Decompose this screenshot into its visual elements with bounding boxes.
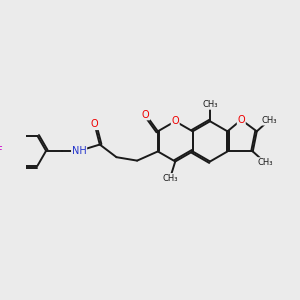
Text: O: O	[91, 119, 98, 129]
Text: CH₃: CH₃	[162, 174, 178, 183]
Text: CH₃: CH₃	[202, 100, 218, 109]
Text: CH₃: CH₃	[261, 116, 277, 125]
Text: NH: NH	[72, 146, 86, 156]
Text: O: O	[171, 116, 179, 126]
Text: O: O	[238, 115, 245, 125]
Text: O: O	[142, 110, 150, 120]
Text: F: F	[0, 146, 2, 156]
Text: CH₃: CH₃	[257, 158, 273, 167]
